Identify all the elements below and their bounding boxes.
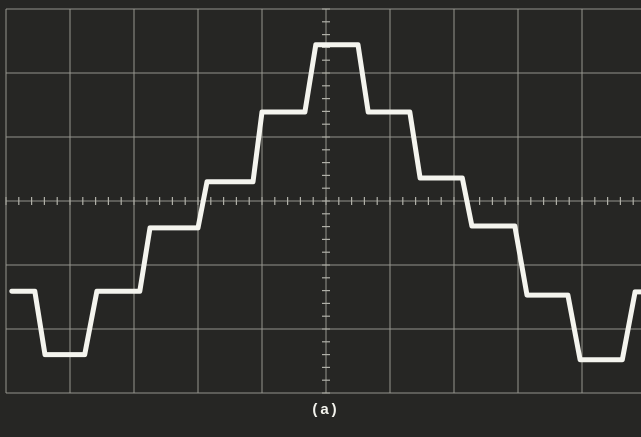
waveform-trace (9, 42, 641, 363)
caption: (a) (312, 401, 339, 418)
graticule (5, 8, 641, 394)
